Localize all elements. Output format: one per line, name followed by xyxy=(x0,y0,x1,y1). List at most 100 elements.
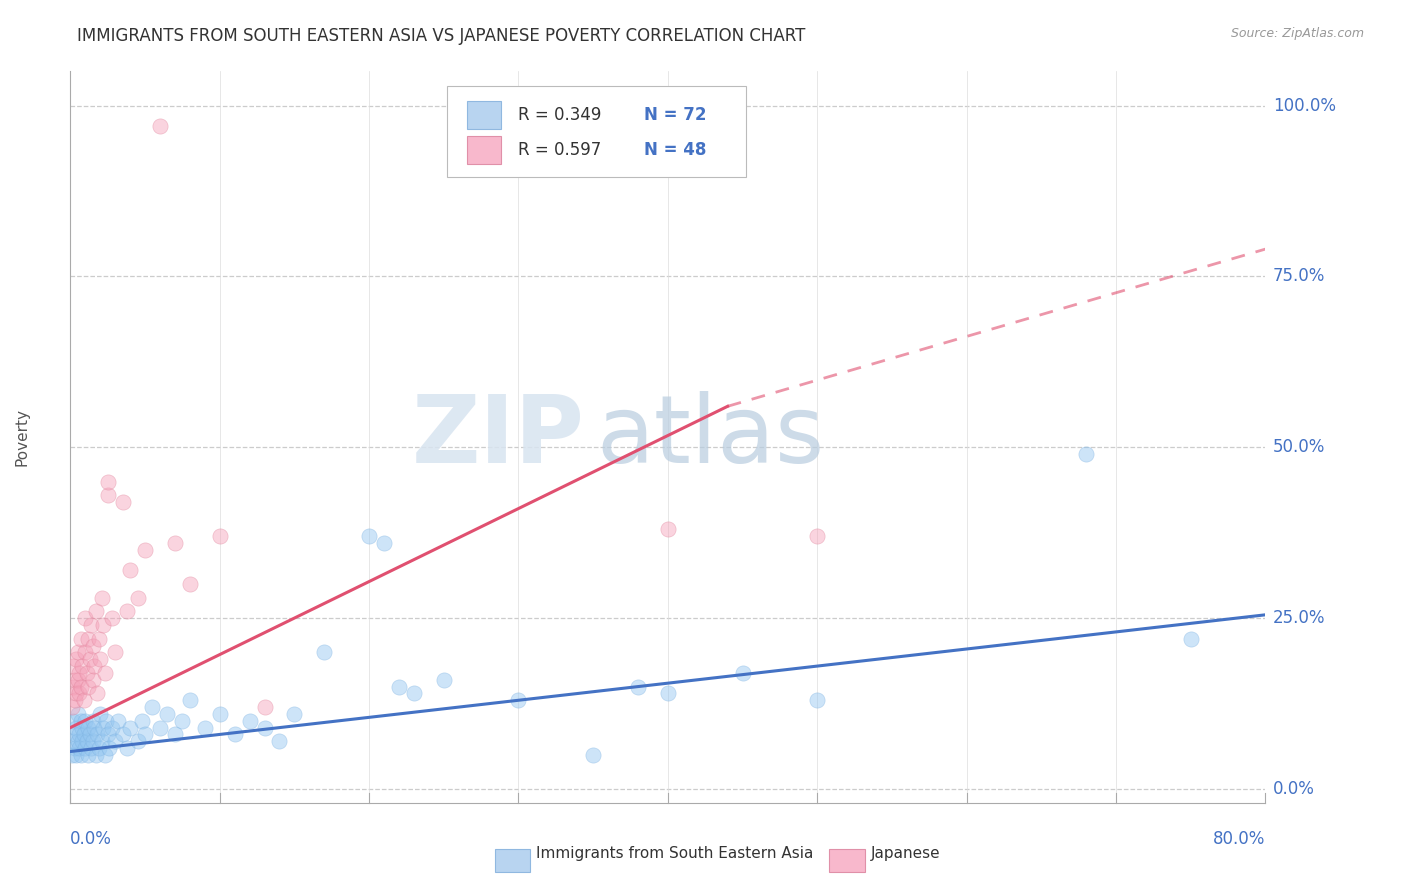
Point xyxy=(314,645,336,659)
Point xyxy=(69,714,91,728)
Point xyxy=(77,680,100,694)
Point xyxy=(75,741,97,756)
Point xyxy=(76,734,98,748)
Text: N = 48: N = 48 xyxy=(644,141,706,159)
Point xyxy=(657,686,679,700)
Point xyxy=(269,734,291,748)
Point xyxy=(115,741,138,756)
Text: 0.0%: 0.0% xyxy=(1272,780,1315,798)
FancyBboxPatch shape xyxy=(447,86,745,178)
Text: Source: ZipAtlas.com: Source: ZipAtlas.com xyxy=(1230,27,1364,40)
Point xyxy=(731,665,754,680)
Point xyxy=(91,618,114,632)
Point xyxy=(70,734,93,748)
Point xyxy=(67,741,90,756)
Point xyxy=(82,714,104,728)
Text: ZIP: ZIP xyxy=(412,391,585,483)
Point xyxy=(208,529,231,543)
FancyBboxPatch shape xyxy=(467,102,501,129)
Point xyxy=(93,665,115,680)
Point xyxy=(359,529,381,543)
Point xyxy=(111,727,134,741)
Point xyxy=(163,536,186,550)
Point xyxy=(87,741,110,756)
Text: 50.0%: 50.0% xyxy=(1272,438,1326,457)
Point xyxy=(62,714,84,728)
Point xyxy=(76,665,98,680)
Point xyxy=(97,475,120,489)
Point xyxy=(87,632,110,646)
Point xyxy=(149,119,172,133)
Text: IMMIGRANTS FROM SOUTH EASTERN ASIA VS JAPANESE POVERTY CORRELATION CHART: IMMIGRANTS FROM SOUTH EASTERN ASIA VS JA… xyxy=(77,27,806,45)
Point xyxy=(60,747,83,762)
Point xyxy=(141,700,163,714)
Point xyxy=(224,727,246,741)
Point xyxy=(402,686,425,700)
Point xyxy=(62,659,84,673)
Text: R = 0.597: R = 0.597 xyxy=(519,141,602,159)
Point xyxy=(508,693,530,707)
Point xyxy=(582,747,605,762)
Point xyxy=(101,721,124,735)
Point xyxy=(66,645,89,659)
Point xyxy=(82,639,104,653)
Point xyxy=(82,734,104,748)
Point xyxy=(104,645,127,659)
Point xyxy=(62,680,84,694)
Point xyxy=(120,563,141,577)
Point xyxy=(65,686,87,700)
Point xyxy=(179,693,201,707)
Point xyxy=(111,495,134,509)
Point xyxy=(1076,447,1098,461)
Point xyxy=(283,706,305,721)
Point xyxy=(77,747,100,762)
Point xyxy=(73,693,96,707)
Point xyxy=(239,714,262,728)
Point xyxy=(70,659,93,673)
FancyBboxPatch shape xyxy=(467,136,501,163)
Point xyxy=(66,706,89,721)
Point xyxy=(156,706,179,721)
Point xyxy=(80,618,103,632)
Point xyxy=(63,673,86,687)
Point xyxy=(65,652,87,666)
Point xyxy=(69,680,91,694)
Point xyxy=(63,693,86,707)
Point xyxy=(627,680,650,694)
Point xyxy=(208,706,231,721)
Point xyxy=(67,686,90,700)
Point xyxy=(101,611,124,625)
Point xyxy=(657,522,679,536)
Point xyxy=(73,727,96,741)
Point xyxy=(65,721,87,735)
Text: Japanese: Japanese xyxy=(872,846,941,861)
Point xyxy=(67,727,90,741)
Point xyxy=(86,686,108,700)
Point xyxy=(433,673,456,687)
Point xyxy=(97,727,120,741)
Point xyxy=(90,734,112,748)
Point xyxy=(131,714,153,728)
Point xyxy=(172,714,194,728)
Point xyxy=(89,706,111,721)
Point xyxy=(69,632,91,646)
Point xyxy=(82,673,104,687)
Point xyxy=(70,721,93,735)
Point xyxy=(90,591,112,605)
Point xyxy=(67,665,90,680)
Point xyxy=(107,714,129,728)
Point xyxy=(75,714,97,728)
Text: 0.0%: 0.0% xyxy=(70,830,112,848)
Text: atlas: atlas xyxy=(596,391,824,483)
Point xyxy=(806,693,828,707)
Text: 100.0%: 100.0% xyxy=(1272,96,1336,114)
Text: N = 72: N = 72 xyxy=(644,106,706,124)
Point xyxy=(79,652,101,666)
Point xyxy=(60,700,83,714)
Point xyxy=(83,721,105,735)
Point xyxy=(63,741,86,756)
Point xyxy=(179,577,201,591)
Point xyxy=(104,734,127,748)
Point xyxy=(98,741,121,756)
Point xyxy=(194,721,217,735)
